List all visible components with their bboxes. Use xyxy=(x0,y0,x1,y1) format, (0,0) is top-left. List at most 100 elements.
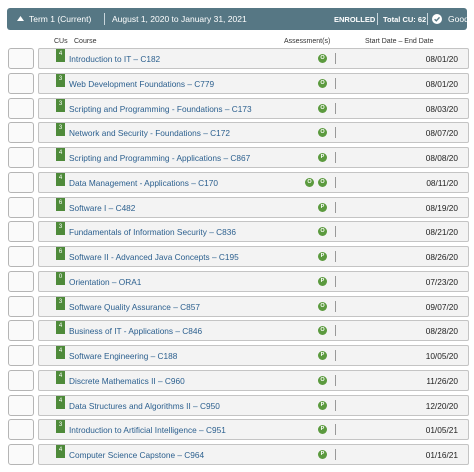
assessment-badge[interactable]: O xyxy=(318,375,327,385)
course-row: 3 Network and Security - Foundations – C1… xyxy=(38,122,469,144)
date: 08/21/20 xyxy=(425,227,458,238)
select-box[interactable] xyxy=(8,394,34,416)
select-box[interactable] xyxy=(8,270,34,292)
course-row: 4 Discrete Mathematics II – C960 O 11/26/20 xyxy=(38,369,469,391)
divider xyxy=(104,13,105,25)
divider xyxy=(335,152,336,163)
date: 08/28/20 xyxy=(425,326,458,337)
cu-badge: 3 xyxy=(56,123,65,137)
cu-badge: 4 xyxy=(56,321,65,335)
course-row: 3 Software Quality Assurance – C857 O 09/07… xyxy=(38,295,469,317)
course-link[interactable]: Fundamentals of Information Security – C… xyxy=(69,227,236,238)
course-row: 4 Introduction to IT – C182 O 08/01/20 xyxy=(38,48,469,69)
select-box[interactable] xyxy=(8,97,34,119)
course-link[interactable]: Data Structures and Algorithms II – C950 xyxy=(69,400,220,411)
date: 08/01/20 xyxy=(425,54,458,64)
assessment-badge[interactable]: P xyxy=(318,153,327,162)
assessment-badge[interactable]: O xyxy=(318,128,327,138)
divider xyxy=(335,449,336,460)
course-link[interactable]: Orientation – ORA1 xyxy=(69,276,142,287)
assessment-badge[interactable]: P xyxy=(318,202,327,212)
cu-badge: 3 xyxy=(56,222,65,236)
course-link[interactable]: Software Quality Assurance – C857 xyxy=(69,301,200,312)
course-row: 0 Orientation – ORA1 P 07/23/20 xyxy=(38,270,469,292)
select-box[interactable] xyxy=(8,196,34,218)
select-box[interactable] xyxy=(8,419,34,441)
assessment-badge[interactable]: O xyxy=(305,177,314,187)
select-box[interactable] xyxy=(8,369,34,391)
course-link[interactable]: Computer Science Capstone – C964 xyxy=(69,450,205,460)
column-header: Assessment(s) xyxy=(284,38,331,45)
date: 10/05/20 xyxy=(425,351,458,361)
course-link[interactable]: Introduction to Artificial Intelligence … xyxy=(69,425,226,436)
column-header: CUs xyxy=(54,38,68,45)
cu-badge: 3 xyxy=(56,420,65,434)
assessment-badge[interactable]: P xyxy=(318,276,327,286)
assessment-badge[interactable]: O xyxy=(318,78,327,88)
select-box[interactable] xyxy=(8,122,34,144)
select-box[interactable] xyxy=(8,345,34,366)
divider xyxy=(335,53,336,64)
term-header[interactable]: Term 1 (Current) August 1, 2020 to Janua… xyxy=(7,8,469,30)
date: 08/07/20 xyxy=(425,128,458,139)
cu-badge: 4 xyxy=(56,346,65,359)
select-box[interactable] xyxy=(8,444,34,465)
cu-badge: 4 xyxy=(56,370,65,384)
date: 11/26/20 xyxy=(426,375,458,386)
select-box[interactable] xyxy=(8,48,34,69)
total-cu: Total CU: 62 xyxy=(383,14,427,24)
select-box[interactable] xyxy=(8,246,34,267)
select-box[interactable] xyxy=(8,221,34,243)
cu-badge: 4 xyxy=(56,49,65,62)
cu-badge: 6 xyxy=(56,247,65,260)
term-name: Term 1 (Current) xyxy=(29,14,92,24)
term-dates: August 1, 2020 to January 31, 2021 xyxy=(112,14,247,24)
course-link[interactable]: Discrete Mathematics II – C960 xyxy=(69,375,185,386)
cu-badge: 6 xyxy=(56,197,65,211)
assessment-badge[interactable]: O xyxy=(318,227,327,237)
course-link[interactable]: Scripting and Programming - Foundations … xyxy=(69,103,252,114)
divider xyxy=(335,77,336,89)
divider xyxy=(335,201,336,213)
assessment-badge[interactable]: O xyxy=(318,103,327,113)
course-link[interactable]: Introduction to IT – C182 xyxy=(69,54,161,64)
divider xyxy=(335,399,336,411)
course-link[interactable]: Scripting and Programming - Applications… xyxy=(69,153,251,163)
cu-badge: 4 xyxy=(56,445,65,458)
column-header: Start Date – End Date xyxy=(365,38,434,45)
course-link[interactable]: Network and Security - Foundations – C17… xyxy=(69,128,230,139)
course-link[interactable]: Software Engineering – C188 xyxy=(69,351,178,361)
assessment-badge[interactable]: O xyxy=(318,326,327,336)
divider xyxy=(335,102,336,114)
divider xyxy=(335,300,336,312)
assessment-badge[interactable]: P xyxy=(318,252,327,261)
course-link[interactable]: Software I – C482 xyxy=(69,202,136,213)
assessment-badge[interactable]: P xyxy=(318,400,327,410)
select-box[interactable] xyxy=(8,72,34,94)
divider xyxy=(335,325,336,337)
course-row: 6 Software II - Advanced Java Concepts – … xyxy=(38,246,469,267)
select-box[interactable] xyxy=(8,147,34,168)
date: 08/01/20 xyxy=(425,78,458,89)
assessment-badge[interactable]: O xyxy=(318,177,327,187)
standing: Good xyxy=(448,14,469,24)
course-link[interactable]: Software II - Advanced Java Concepts – C… xyxy=(69,252,239,262)
course-row: 3 Web Development Foundations – C779 O 08/0… xyxy=(38,72,469,94)
course-row: 4 Computer Science Capstone – C964 P 01/16/… xyxy=(38,444,469,465)
select-box[interactable] xyxy=(8,295,34,317)
date: 08/26/20 xyxy=(425,252,458,262)
assessment-badge[interactable]: O xyxy=(318,54,327,63)
cu-badge: 0 xyxy=(56,271,65,285)
course-link[interactable]: Web Development Foundations – C779 xyxy=(69,78,215,89)
divider xyxy=(335,226,336,238)
assessment-badge[interactable]: P xyxy=(318,351,327,360)
assessment-badge[interactable]: P xyxy=(318,450,327,459)
course-link[interactable]: Business of IT - Applications – C846 xyxy=(69,326,203,337)
select-box[interactable] xyxy=(8,320,34,342)
select-box[interactable] xyxy=(8,171,34,193)
course-link[interactable]: Data Management - Applications – C170 xyxy=(69,177,218,188)
assessment-badge[interactable]: O xyxy=(318,301,327,311)
course-row: 4 Software Engineering – C188 P 10/05/20 xyxy=(38,345,469,366)
assessment-badge[interactable]: P xyxy=(318,425,327,435)
